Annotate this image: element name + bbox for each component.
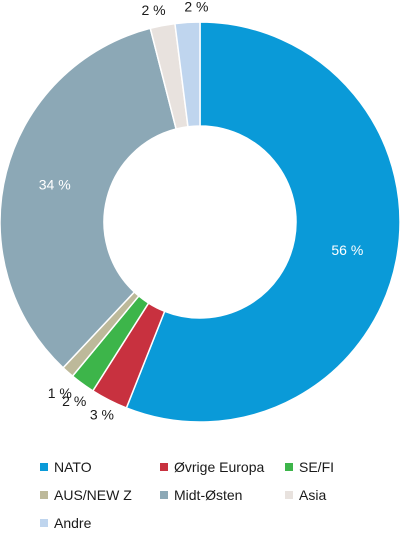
slice-label-andre: 2 % bbox=[184, 0, 208, 14]
legend-item-andre: Andre bbox=[40, 514, 160, 532]
legend-label: SE/FI bbox=[299, 459, 335, 475]
legend-item-asia: Asia bbox=[285, 486, 380, 504]
slice-midt-sten bbox=[0, 27, 178, 369]
slice-label-aus-new-z: 1 % bbox=[48, 385, 72, 401]
legend-label: Midt-Østen bbox=[174, 487, 243, 503]
legend-swatch bbox=[285, 491, 293, 499]
slice-label-nato: 56 % bbox=[331, 242, 363, 258]
legend-item-se-fi: SE/FI bbox=[285, 458, 380, 476]
legend-swatch bbox=[40, 463, 48, 471]
slice-label-asia: 2 % bbox=[141, 2, 165, 18]
slice-label-midt-sten: 34 % bbox=[39, 177, 71, 193]
legend-item-nato: NATO bbox=[40, 458, 160, 476]
chart-legend: NATO Øvrige Europa SE/FI AUS/NEW Z Midt-… bbox=[40, 458, 380, 532]
slice-andre bbox=[174, 21, 201, 128]
slice-nato bbox=[125, 21, 400, 423]
slice-label--vrige-europa: 3 % bbox=[90, 406, 114, 422]
legend-item-aus-new-z: AUS/NEW Z bbox=[40, 486, 160, 504]
legend-label: NATO bbox=[54, 459, 92, 475]
donut-chart: 56 %3 %2 %1 %34 %2 % 2 % bbox=[0, 0, 400, 423]
legend-swatch bbox=[40, 519, 48, 527]
legend-swatch bbox=[285, 463, 293, 471]
legend-swatch bbox=[40, 491, 48, 499]
legend-swatch bbox=[160, 491, 168, 499]
legend-item-midt-osten: Midt-Østen bbox=[160, 486, 285, 504]
legend-label: Øvrige Europa bbox=[174, 459, 265, 475]
legend-swatch bbox=[160, 463, 168, 471]
slice-label-se-fi: 2 % bbox=[62, 393, 86, 409]
legend-item-ovrige-europa: Øvrige Europa bbox=[160, 458, 285, 476]
legend-label: AUS/NEW Z bbox=[54, 487, 132, 503]
legend-label: Asia bbox=[299, 487, 327, 503]
legend-label: Andre bbox=[54, 515, 92, 531]
